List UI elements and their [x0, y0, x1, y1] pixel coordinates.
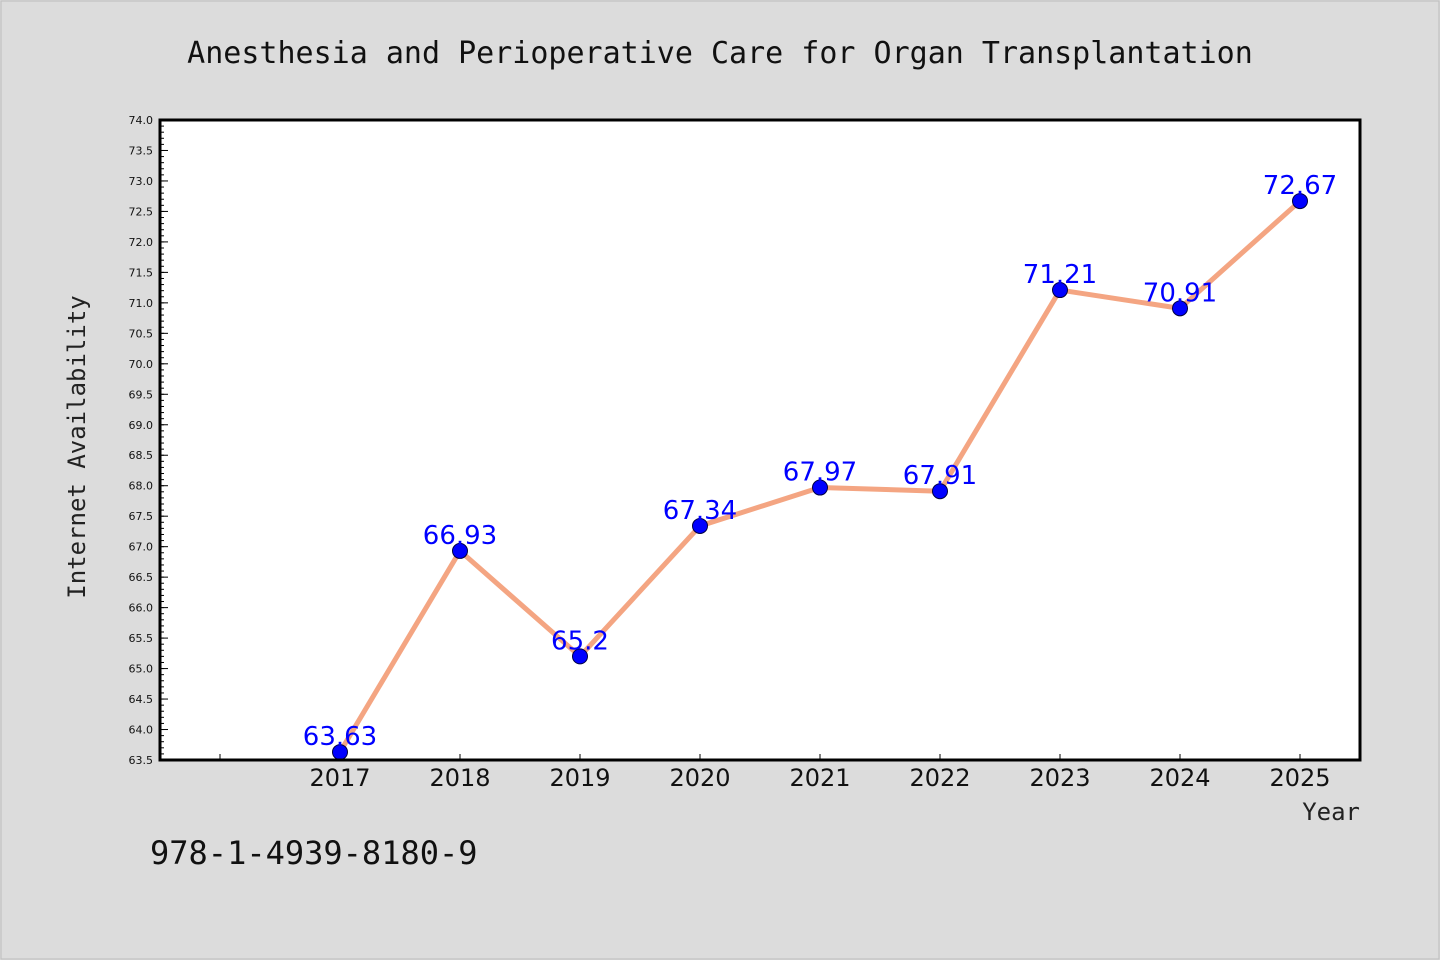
y-tick-label: 64.5	[129, 693, 154, 706]
data-point	[692, 517, 708, 534]
y-tick-label: 70.5	[129, 327, 154, 340]
x-axis-label: Year	[1302, 798, 1360, 826]
isbn-text: 978-1-4939-8180-9	[150, 834, 478, 872]
y-tick-label: 71.5	[129, 266, 154, 279]
y-tick-label: 67.5	[129, 510, 154, 523]
x-tick-label: 2019	[549, 764, 610, 792]
data-label: 67.91	[903, 461, 977, 491]
x-tick-label: 2018	[429, 764, 490, 792]
x-tick-label: 2025	[1269, 764, 1330, 792]
data-label: 65.2	[551, 626, 609, 656]
data-point	[452, 542, 468, 559]
data-label: 63.63	[303, 722, 377, 752]
y-tick-label: 72.5	[129, 205, 154, 218]
x-tick-label: 2024	[1149, 764, 1210, 792]
x-tick-label: 2022	[909, 764, 970, 792]
plot-area	[160, 120, 1360, 760]
data-point	[812, 479, 828, 496]
y-tick-label: 71.0	[129, 297, 154, 310]
y-tick-label: 69.0	[129, 419, 154, 432]
data-point	[1052, 282, 1068, 299]
y-axis-label: Internet Availability	[63, 295, 91, 598]
y-tick-label: 64.0	[129, 724, 154, 737]
y-tick-label: 68.5	[129, 449, 154, 462]
data-point	[1172, 300, 1188, 317]
y-tick-label: 70.0	[129, 358, 154, 371]
x-tick-label: 2017	[309, 764, 370, 792]
y-tick-label: 65.5	[129, 632, 154, 645]
series-layer: 63.63 66.93 65.2 67.34 67.97 67.91 71.21 70.91 7…	[303, 171, 1337, 761]
x-axis-ticks: 2017 2018 2019 2020 2021 2022 2023 2024 2025	[219, 754, 1331, 792]
y-tick-label: 69.5	[129, 388, 154, 401]
data-point	[572, 648, 588, 665]
y-tick-label: 68.0	[129, 480, 154, 493]
y-tick-label: 65.0	[129, 663, 154, 676]
x-tick-label: 2021	[789, 764, 850, 792]
y-tick-label: 67.0	[129, 541, 154, 554]
data-point	[932, 483, 948, 500]
plot-frame	[158, 118, 1362, 762]
x-tick-label: 2023	[1029, 764, 1090, 792]
y-tick-label: 72.0	[129, 236, 154, 249]
data-label: 66.93	[423, 521, 497, 551]
data-label: 70.91	[1143, 278, 1217, 308]
y-tick-label: 63.5	[129, 754, 154, 767]
y-tick-label: 74.0	[129, 114, 154, 127]
data-label: 67.97	[783, 458, 857, 488]
data-point	[1292, 193, 1308, 210]
data-label: 67.34	[663, 496, 737, 526]
data-label: 72.67	[1263, 171, 1337, 201]
y-tick-label: 66.0	[129, 602, 154, 615]
y-tick-label: 66.5	[129, 571, 154, 584]
x-tick-label: 2020	[669, 764, 730, 792]
data-label: 71.21	[1023, 260, 1097, 290]
y-tick-label: 73.5	[129, 144, 154, 157]
y-tick-label: 73.0	[129, 175, 154, 188]
chart-title: Anesthesia and Perioperative Care for Or…	[187, 36, 1253, 71]
